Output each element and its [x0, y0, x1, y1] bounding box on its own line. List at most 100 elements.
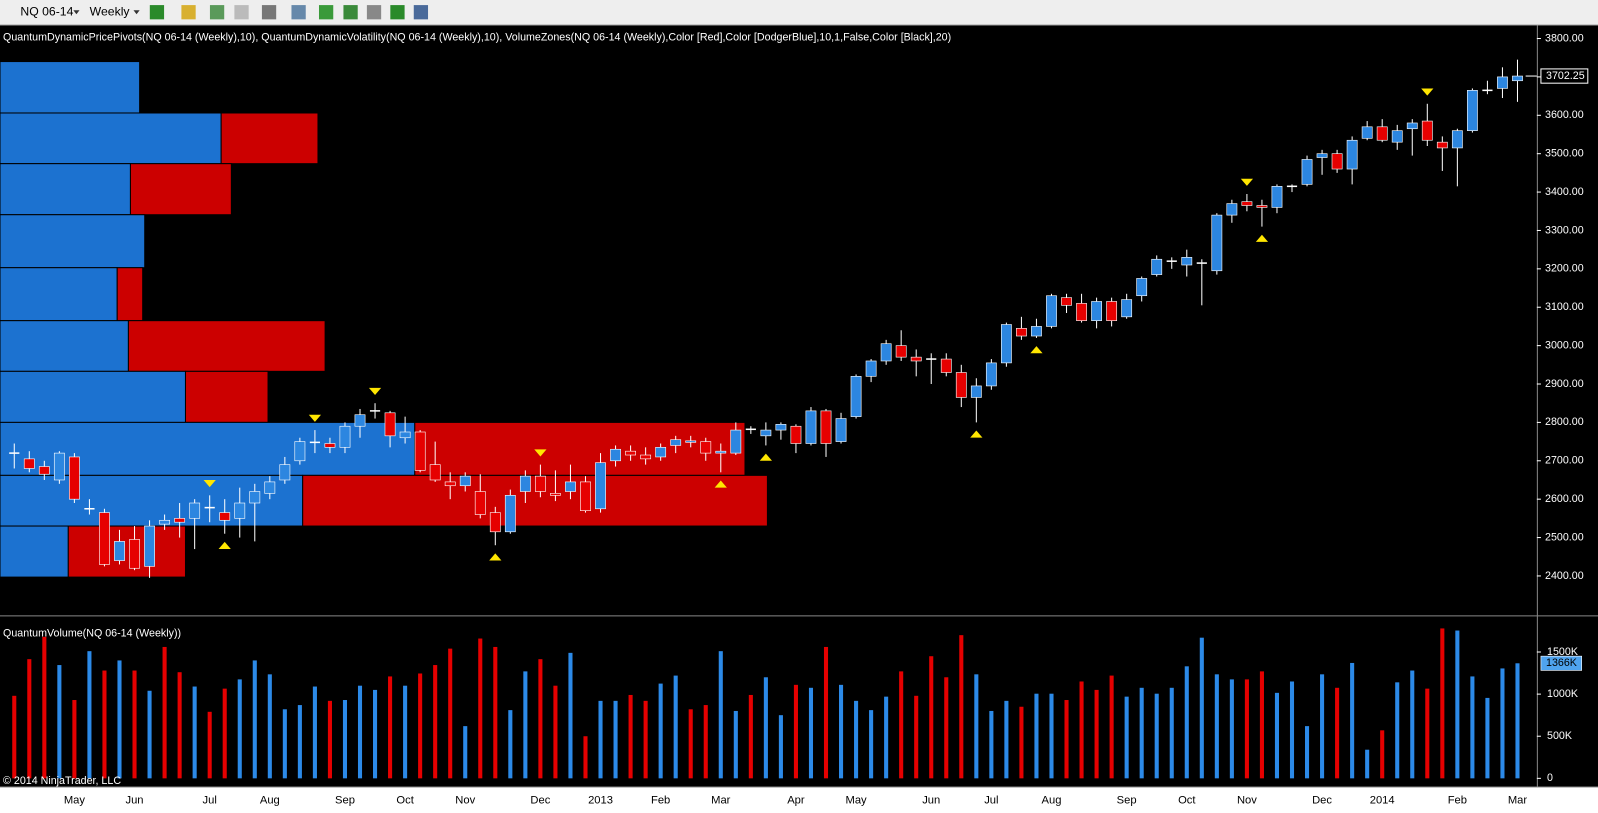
time-tick-label: Jul [203, 795, 217, 807]
data-box-button[interactable] [413, 5, 429, 20]
volume-bar [673, 675, 678, 779]
volume-bar [177, 672, 182, 779]
candle-body [625, 450, 636, 456]
candle-body [99, 512, 110, 565]
zoom-button[interactable] [291, 5, 306, 20]
candle-body [1406, 122, 1418, 130]
price-tick-label: 3800.00 [1545, 32, 1584, 44]
pivot-high-marker [1421, 88, 1434, 96]
volume-bar [282, 709, 287, 779]
candle-body [1512, 75, 1523, 82]
volume-zone-down [116, 267, 144, 322]
candle-body [790, 425, 802, 444]
volume-bar [733, 710, 738, 779]
volume-bar [1079, 681, 1084, 779]
pivot-low-marker [714, 480, 727, 488]
volume-bar [1470, 676, 1475, 779]
volume-bar [1109, 675, 1114, 779]
interval-selector[interactable]: Weekly [90, 4, 131, 18]
volume-bar [884, 696, 889, 779]
candle-body [1106, 301, 1118, 321]
volume-bar [433, 665, 438, 779]
volume-bar [793, 684, 798, 779]
pivot-low-marker [970, 430, 983, 438]
volume-bar [192, 686, 197, 779]
price-tick-label: 2700.00 [1545, 455, 1584, 467]
toolbar-icons [149, 5, 429, 20]
candle-body [294, 441, 306, 462]
candle-body [519, 475, 531, 492]
volume-bar [1244, 679, 1249, 779]
volume-bar [989, 710, 994, 779]
volume-bar [658, 683, 663, 779]
tool-button[interactable] [209, 5, 225, 20]
volume-bar [1019, 706, 1024, 779]
dropdown-arrow[interactable] [73, 10, 80, 15]
volume-bar [1500, 668, 1505, 779]
candle-body [835, 418, 847, 442]
candle-body [595, 462, 606, 510]
volume-bar [553, 685, 558, 779]
candle-body [459, 475, 471, 487]
volume-bar [1365, 749, 1370, 779]
volume-zone-down [184, 370, 269, 423]
candle-body [354, 414, 366, 427]
volume-legend: QuantumVolume(NQ 06-14 (Weekly)) [3, 628, 181, 640]
price-tick-label: 3200.00 [1545, 263, 1584, 275]
candle-body [144, 525, 155, 567]
candle-body [1451, 130, 1463, 149]
pivot-high-marker [368, 387, 382, 396]
volume-bar [823, 646, 829, 779]
cursor-button[interactable] [261, 5, 277, 20]
volume-bar [463, 726, 468, 779]
price-tick-label: 3400.00 [1545, 186, 1584, 198]
candle-body [865, 360, 877, 377]
volume-bar [1184, 666, 1189, 779]
tool-button[interactable] [234, 5, 249, 20]
draw-button[interactable] [181, 5, 196, 20]
properties-button[interactable] [366, 5, 382, 20]
time-tick-label: Sep [335, 795, 355, 807]
candle-body [910, 356, 922, 362]
time-tick-label: Oct [1178, 795, 1196, 807]
last-volume-box [1540, 655, 1582, 671]
volume-bar [1214, 674, 1219, 779]
volume-bar [1380, 730, 1385, 779]
candle-body [1091, 301, 1102, 321]
dropdown-arrow[interactable] [133, 10, 140, 15]
volume-bar [1229, 679, 1234, 779]
plot-layer: 2400.00 2500.00 2600.00 2700.00 2800.00 2900.… [0, 32, 1589, 807]
pivot-low-marker [218, 541, 231, 550]
candle-body [189, 502, 201, 519]
volume-bar [1320, 674, 1325, 779]
price-tick-label: 3500.00 [1545, 148, 1584, 160]
volume-bar [748, 694, 753, 779]
order-button[interactable] [390, 5, 405, 20]
indicator-button[interactable] [318, 5, 334, 20]
time-tick-label: Dec [530, 795, 550, 807]
time-tick-label: 2014 [1370, 795, 1395, 807]
volume-bar [899, 671, 904, 779]
candle-body [534, 475, 546, 492]
price-tick-label: 2500.00 [1545, 531, 1584, 543]
candle-body [895, 345, 907, 358]
candle-body [129, 539, 140, 569]
strategy-button[interactable] [343, 5, 358, 20]
volume-zone-down [220, 112, 319, 165]
volume-bar [763, 677, 768, 779]
candle-body [985, 362, 997, 387]
instrument-selector[interactable]: NQ 06-14 [20, 4, 73, 18]
volume-bar [583, 736, 588, 779]
chart-style-button[interactable] [149, 5, 165, 20]
time-tick-label: May [64, 795, 86, 807]
volume-zone-up [0, 370, 186, 423]
volume-bar [808, 687, 814, 779]
time-tick-label: Sep [1117, 795, 1137, 807]
volume-bar [778, 715, 783, 779]
candle-body [730, 429, 742, 454]
volume-tick-label: 1000K [1547, 688, 1579, 700]
candle-body [1121, 299, 1133, 318]
candle-body [670, 439, 682, 446]
